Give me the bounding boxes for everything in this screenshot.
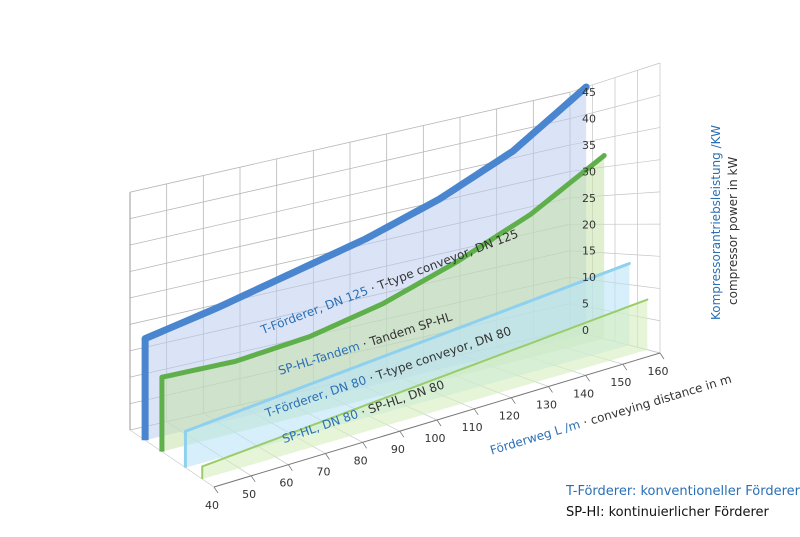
- series-line-3: [201, 298, 649, 468]
- x-tick-label-11: 150: [610, 376, 631, 389]
- x-tick-3: [325, 453, 330, 460]
- y-tick-label-4: 20: [582, 218, 596, 231]
- x-tick-label-3: 70: [317, 466, 331, 479]
- y-tick-label-7: 35: [582, 139, 596, 152]
- chart-series-layer: [141, 83, 649, 480]
- x-tick-11: [622, 363, 628, 371]
- grid-line-h-9: [129, 91, 571, 193]
- y-axis-title-de: Kompressorantriebsleistung /KW: [709, 125, 723, 320]
- x-tick-label-6: 100: [425, 432, 446, 445]
- x-tick-label-5: 90: [391, 443, 405, 456]
- series-area-3: [202, 299, 648, 480]
- legend-line-2: SP-HI: kontinuierlicher Förderer: [566, 505, 769, 520]
- x-tick-label-0: 40: [205, 499, 219, 512]
- y-tick-label-0: 0: [582, 324, 589, 337]
- x-axis-title-en: · conveying distance in m: [578, 372, 733, 431]
- series-line-2: [183, 262, 631, 433]
- series-line-0: [141, 83, 590, 343]
- x-tick-5: [399, 430, 405, 438]
- x-tick-9: [548, 386, 553, 393]
- legend-line-1: T-Förderer: konventioneller Förderer: [566, 484, 800, 499]
- x-tick-1: [250, 475, 256, 483]
- x-tick-7: [473, 408, 479, 416]
- y-tick-label-5: 25: [582, 192, 596, 205]
- y-axis-title-en: compressor power in kW: [726, 157, 740, 306]
- y-tick-label-2: 10: [582, 271, 596, 284]
- x-tick-0: [213, 486, 219, 494]
- x-tick-12: [659, 352, 665, 360]
- x-tick-8: [511, 397, 516, 404]
- x-tick-4: [362, 442, 367, 449]
- series-line-1: [159, 153, 607, 380]
- y-tick-label-6: 30: [582, 165, 596, 178]
- x-tick-2: [288, 464, 293, 471]
- y-tick-label-8: 40: [582, 113, 596, 126]
- x-tick-label-2: 60: [279, 477, 293, 490]
- x-tick-6: [436, 419, 442, 427]
- x-tick-label-7: 110: [462, 421, 483, 434]
- grid-line-h-8: [129, 118, 571, 220]
- x-tick-label-8: 120: [499, 410, 520, 423]
- y-tick-label-3: 15: [582, 245, 596, 258]
- x-tick-label-12: 160: [648, 365, 669, 378]
- y-tick-label-1: 5: [582, 298, 589, 311]
- series-area-2: [185, 263, 630, 468]
- x-tick-label-10: 140: [573, 387, 594, 400]
- y-tick-label-9: 45: [582, 86, 596, 99]
- x-tick-label-4: 80: [354, 454, 368, 467]
- x-tick-label-1: 50: [242, 488, 256, 501]
- x-tick-label-9: 130: [536, 399, 557, 412]
- x-tick-10: [585, 375, 590, 382]
- x-axis-title-de: Förderweg L /m: [488, 417, 581, 457]
